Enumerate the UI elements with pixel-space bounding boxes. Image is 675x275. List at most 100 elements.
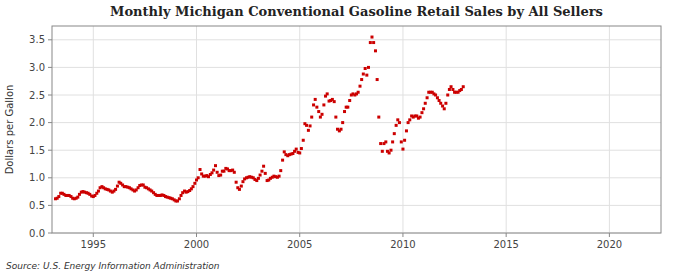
y-grid-line [52,67,661,68]
point [370,36,373,39]
point [450,85,453,88]
y-grid-line [52,122,661,123]
y-tick [48,205,52,206]
point [178,197,181,200]
point [348,99,351,102]
y-tick-label: 0.5 [29,200,45,211]
point [57,195,60,198]
point [438,99,441,102]
point [448,88,451,91]
point [210,171,213,174]
y-tick [48,95,52,96]
point [264,172,267,175]
point [235,181,238,184]
point [408,118,411,121]
point [391,140,394,143]
x-grid-line [609,26,610,233]
y-axis-label: Dollars per Gallon [4,85,15,175]
point [379,142,382,145]
point [341,121,344,124]
point [310,116,313,119]
x-grid-line [93,26,94,233]
x-tick [196,233,197,237]
point [360,78,363,81]
y-tick [48,39,52,40]
axes: 0.00.51.01.52.02.53.03.51995200020052010… [29,26,661,250]
point [439,102,442,105]
point [279,169,282,172]
y-tick-label: 3.0 [29,62,45,73]
point [233,171,236,174]
point [424,102,427,105]
x-tick [609,233,610,237]
point [199,168,202,171]
point [401,148,404,151]
x-tick-label: 2000 [184,239,209,250]
x-tick-label: 2010 [390,239,415,250]
point [426,96,429,99]
x-tick-label: 2020 [597,239,622,250]
y-tick-label: 3.5 [29,34,45,45]
x-tick [506,233,507,237]
point [407,121,410,124]
point [374,49,377,52]
source-note: Source: U.S. Energy Information Administ… [6,261,220,271]
point [312,103,315,106]
point [259,174,262,177]
x-tick-label: 2015 [493,239,518,250]
point [364,67,367,70]
point [367,66,370,69]
x-grid-line [506,26,507,233]
y-tick [48,150,52,151]
y-tick [48,67,52,68]
point [193,182,196,185]
y-grid-line [52,150,661,151]
point [214,164,217,167]
point [222,170,225,173]
point [376,78,379,81]
x-grid-line [299,26,300,233]
point [384,140,387,143]
point [191,185,194,188]
point [97,190,100,193]
plot-frame [52,26,661,233]
y-tick-label: 1.5 [29,145,45,156]
title: Monthly Michigan Conventional Gasoline R… [110,4,603,19]
point [422,107,425,110]
point [309,124,312,127]
point [257,177,260,180]
point [403,139,406,142]
point [381,150,384,153]
x-tick [402,233,403,237]
point [76,196,79,199]
point [326,92,329,95]
point [396,118,399,121]
y-tick [48,177,52,178]
point [298,151,301,154]
point [395,124,398,127]
y-tick-label: 2.0 [29,117,45,128]
point [436,96,439,99]
point [441,105,444,108]
point [443,107,446,110]
point [241,180,244,183]
y-tick [48,122,52,123]
point [444,102,447,105]
point [346,106,349,109]
point [388,151,391,154]
point [295,148,298,151]
point [393,132,396,135]
point [321,113,324,116]
y-grid-line [52,177,661,178]
y-tick-label: 2.5 [29,90,45,101]
point [197,176,200,179]
point [398,121,401,124]
point [333,100,336,103]
x-grid-line [196,26,197,233]
point [260,170,263,173]
point [434,94,437,97]
point [419,116,422,119]
point [319,116,322,119]
point [460,88,463,91]
x-tick [299,233,300,237]
